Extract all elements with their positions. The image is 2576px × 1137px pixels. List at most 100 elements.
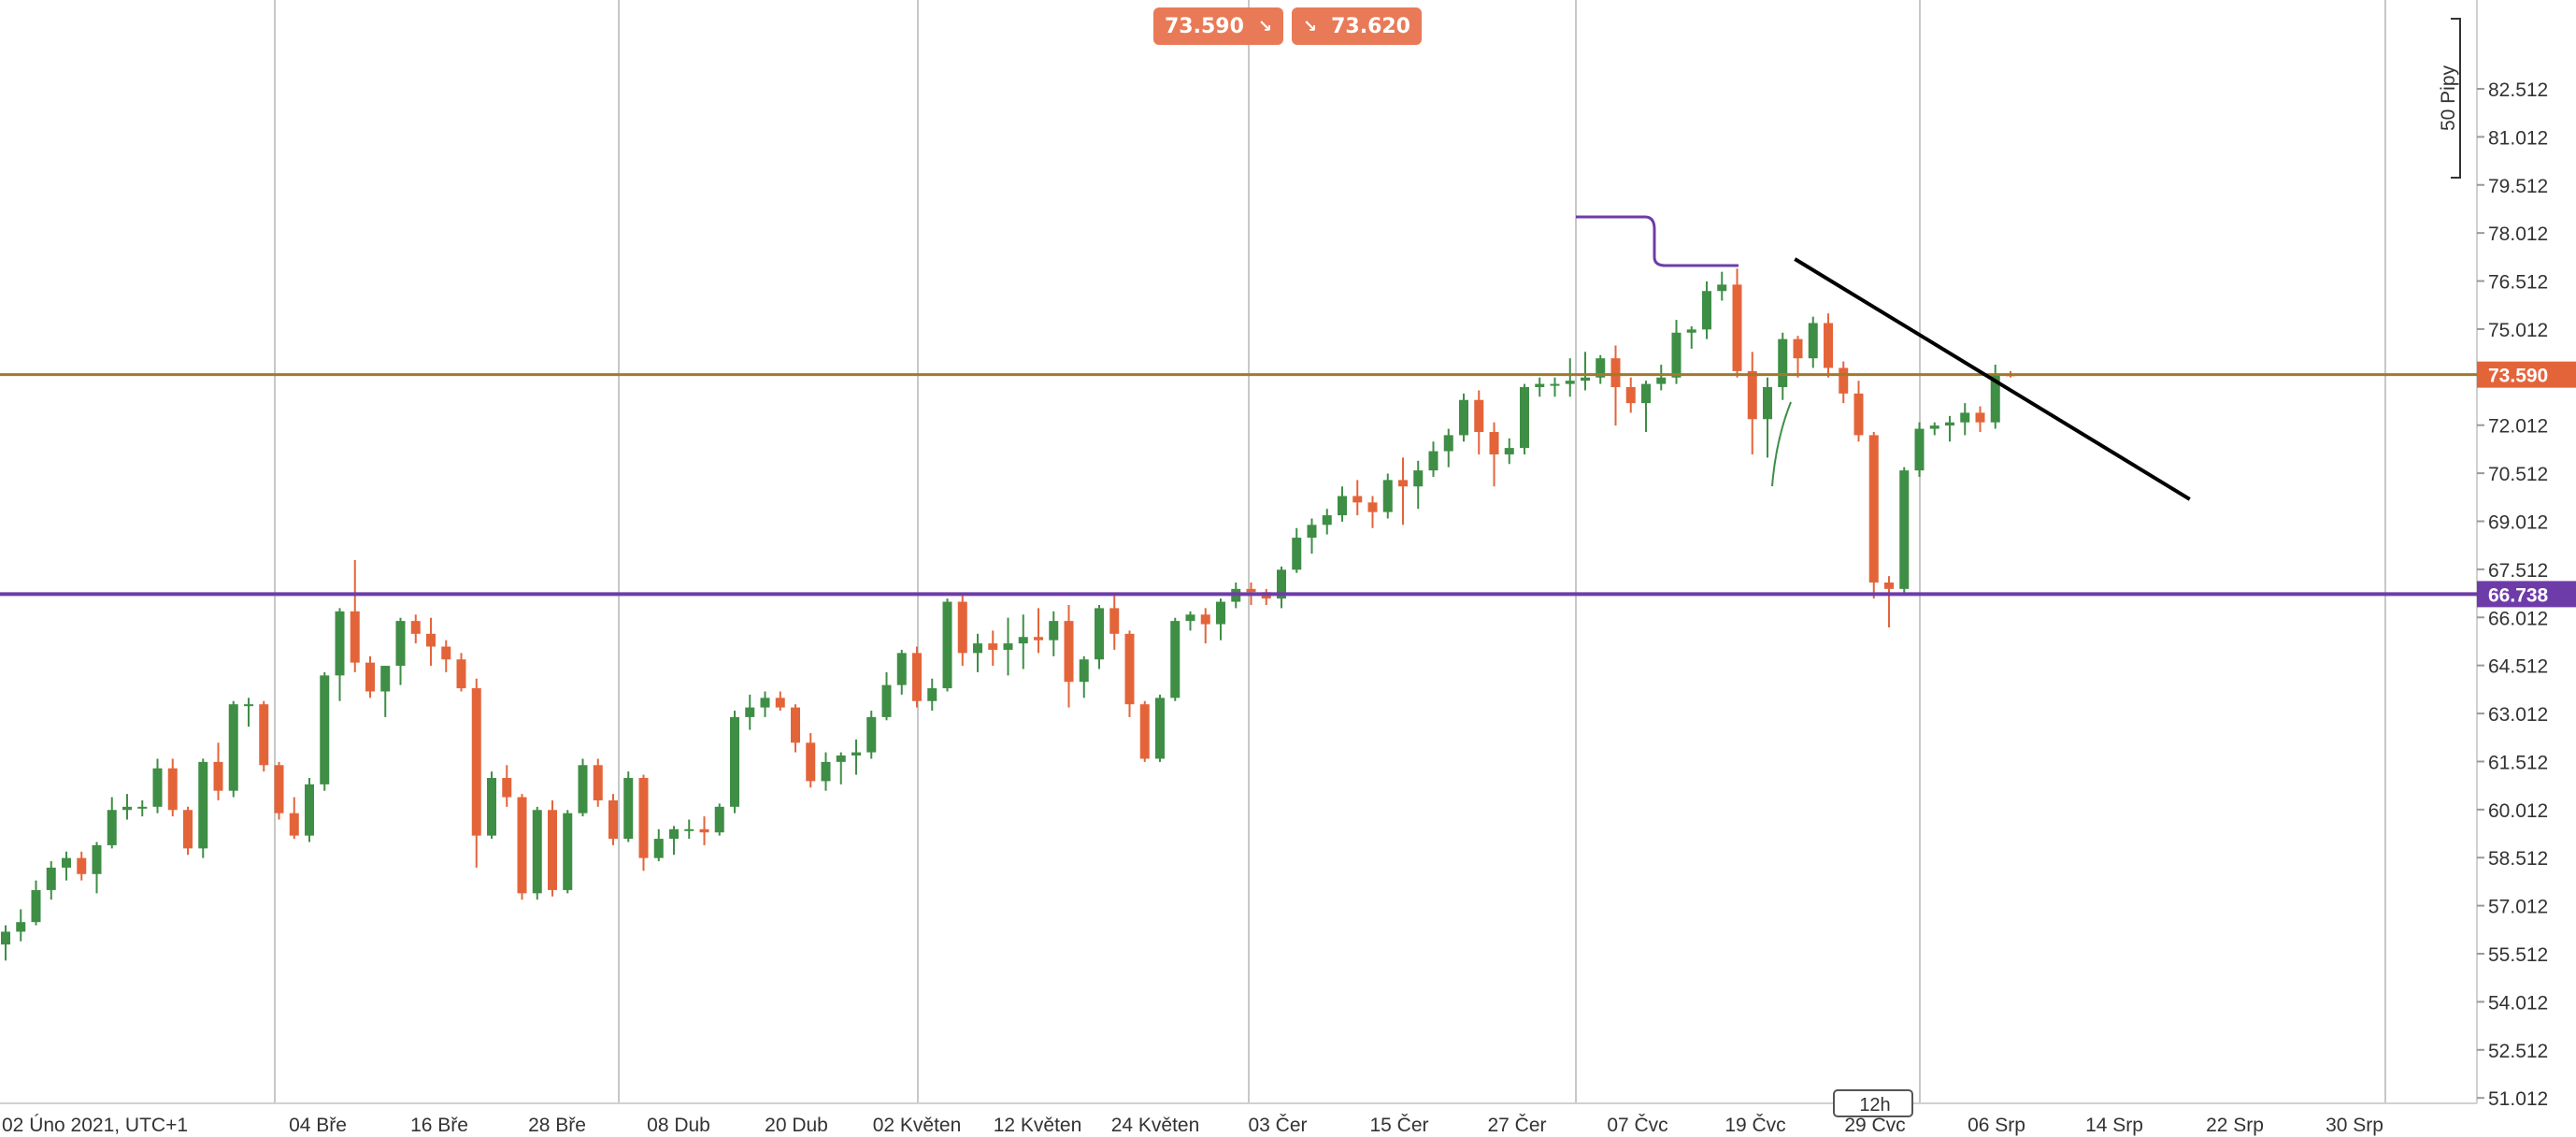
y-tick-label: 64.512 <box>2488 656 2548 678</box>
candle-body <box>1352 496 1363 503</box>
x-tick-label: 19 Čvc <box>1724 1115 1785 1136</box>
candle-body <box>517 797 527 894</box>
candle-body <box>1216 601 1225 625</box>
candle-body <box>988 643 998 650</box>
candle-body <box>1535 383 1545 388</box>
candle-body <box>608 799 618 840</box>
drawings <box>0 215 2477 597</box>
support-price-badge-bg <box>2477 581 2576 608</box>
candle-body <box>791 707 800 743</box>
candle-body <box>866 716 877 753</box>
candle-body <box>1960 412 1970 423</box>
y-tick-label: 55.512 <box>2488 944 2548 966</box>
candle-body <box>1079 659 1089 683</box>
candle-body <box>881 684 892 717</box>
candle-body <box>1656 377 1667 384</box>
x-tick-label: 22 Srp <box>2206 1115 2264 1136</box>
candle-body <box>532 810 542 894</box>
buy-price: 73.620 <box>1331 14 1410 38</box>
candle-body <box>1 931 10 945</box>
candle-body <box>198 761 208 849</box>
candle-body <box>1702 291 1711 330</box>
current-price-badge-bg <box>2477 361 2576 388</box>
candle-body <box>471 688 481 836</box>
candle-body <box>836 756 846 762</box>
candle-body <box>821 761 831 782</box>
y-tick-label: 81.012 <box>2488 127 2548 149</box>
candle-body <box>1489 431 1499 454</box>
recovery-curve <box>1771 401 1792 487</box>
sell-price: 73.590 <box>1165 14 1244 38</box>
candle-body <box>1945 422 1954 426</box>
candle-body <box>1185 614 1195 622</box>
x-tick-label: 03 Čer <box>1248 1115 1307 1136</box>
candle-body <box>426 633 436 647</box>
candle-body <box>183 810 193 849</box>
candle-body <box>289 813 299 836</box>
candle-body <box>1899 470 1910 589</box>
buy-arrow-icon: ↘ <box>1303 16 1318 36</box>
x-tick-label: 29 Čvc <box>1844 1115 1905 1136</box>
grid <box>0 0 2478 1104</box>
pip-scale-bracket <box>2451 18 2461 179</box>
candle-body <box>912 653 922 701</box>
candle-body <box>942 601 952 689</box>
candle-body <box>152 768 163 807</box>
candle-body <box>1034 637 1043 640</box>
x-tick-label: 15 Čer <box>1369 1115 1428 1136</box>
candle-body <box>1109 608 1120 634</box>
x-tick-label: 20 Dub <box>765 1115 828 1136</box>
x-tick-label: 24 Květen <box>1111 1115 1200 1136</box>
x-tick-label: 12 Květen <box>994 1115 1082 1136</box>
candle-body <box>395 621 406 667</box>
candle-body <box>487 777 496 836</box>
y-tick-label: 52.512 <box>2488 1041 2548 1062</box>
candle-body <box>1474 399 1484 432</box>
candle-body <box>1550 383 1560 386</box>
candle-body <box>92 844 102 874</box>
y-tick-label: 69.012 <box>2488 512 2548 534</box>
sell-quote-button[interactable]: 73.590 ↘ <box>1153 7 1283 45</box>
x-tick-label: 14 Srp <box>2085 1115 2143 1136</box>
candle-body <box>1277 569 1286 599</box>
x-tick-label: 06 Srp <box>1968 1115 2025 1136</box>
candle-body <box>1049 621 1059 640</box>
y-tick-label: 60.012 <box>2488 800 2548 822</box>
candle-body <box>1338 496 1347 516</box>
candles <box>1 268 2015 961</box>
x-tick-label: 02 Úno 2021, UTC+1 <box>2 1115 188 1136</box>
candle-body <box>653 839 664 858</box>
x-tick-label: 30 Srp <box>2326 1115 2383 1136</box>
x-tick-label: 04 Bře <box>289 1115 347 1136</box>
candle-body <box>228 704 238 791</box>
candle-body <box>1398 480 1408 487</box>
candle-body <box>1793 338 1803 359</box>
candle-body <box>927 688 937 701</box>
y-tick-label: 82.512 <box>2488 79 2548 101</box>
candle-body <box>1565 381 1575 384</box>
candle-body <box>410 621 421 634</box>
y-tick-label: 63.012 <box>2488 704 2548 726</box>
candle-body <box>1095 608 1104 660</box>
candle-body <box>1459 399 1468 436</box>
candle-body <box>1170 621 1181 698</box>
candle-body <box>46 867 56 890</box>
buy-quote-button[interactable]: ↘ 73.620 <box>1292 7 1422 45</box>
candle-body <box>1747 370 1757 420</box>
candle-body <box>1717 284 1727 292</box>
y-tick-label: 61.512 <box>2488 752 2548 773</box>
candle-body <box>16 922 26 932</box>
y-tick-label: 76.512 <box>2488 272 2548 294</box>
trendline <box>1794 257 2191 501</box>
y-tick-label: 70.512 <box>2488 464 2548 485</box>
candle-body <box>1853 393 1864 436</box>
candle-body <box>578 765 588 813</box>
candle-body <box>593 765 603 800</box>
candle-body <box>745 707 755 717</box>
candle-body <box>1641 383 1651 404</box>
candle-body <box>31 889 41 923</box>
candle-body <box>1778 338 1788 388</box>
candle-body <box>456 659 466 689</box>
y-tick-label: 72.012 <box>2488 416 2548 438</box>
